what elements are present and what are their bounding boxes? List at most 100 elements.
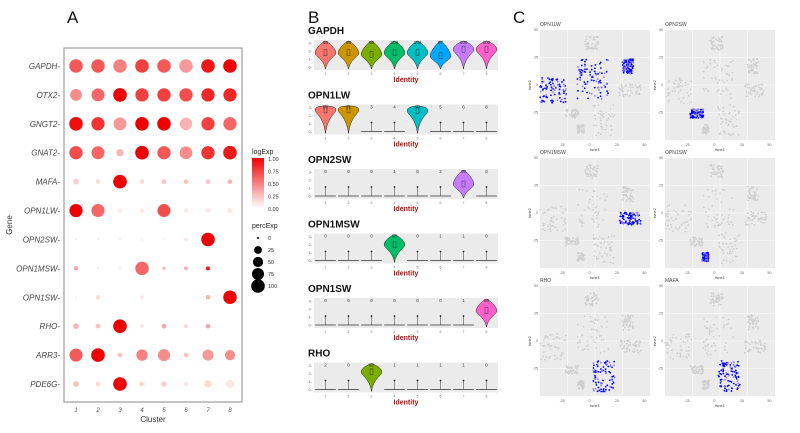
cell-point (685, 350, 688, 353)
cell-point (718, 79, 721, 82)
y-tick: 0 (536, 211, 538, 215)
cell-point (581, 69, 584, 72)
cell-point (717, 47, 720, 50)
cell-point (702, 77, 705, 79)
cell-point (757, 350, 760, 353)
cell-point (582, 325, 585, 328)
cell-point (580, 252, 582, 255)
cell-point (576, 125, 579, 128)
cell-point (676, 352, 679, 355)
cell-point (621, 88, 624, 90)
dot-PDE6G-3 (113, 377, 127, 391)
cell-point (604, 368, 607, 371)
cell-point (597, 370, 600, 373)
cell-point (715, 45, 718, 48)
cell-point (723, 235, 726, 237)
violin-box (346, 106, 351, 114)
cell-point (689, 211, 692, 213)
cell-point (577, 89, 579, 92)
cell-point (632, 197, 635, 200)
dot-GNAT2-5 (157, 146, 171, 160)
cell-point (573, 371, 576, 374)
cell-point (627, 328, 630, 331)
cell-point (754, 195, 757, 198)
cell-point (588, 208, 591, 210)
cell-point (557, 347, 560, 350)
cell-point (565, 239, 568, 242)
cell-point (748, 71, 751, 74)
cell-point (626, 61, 629, 64)
cell-point (732, 209, 734, 211)
pct-label: 98 (346, 40, 352, 45)
cell-point (666, 347, 669, 350)
cell-point (596, 319, 599, 321)
cell-point (541, 228, 544, 231)
cell-point (763, 345, 766, 348)
dot-GNAT2-7 (201, 146, 215, 160)
cell-point (587, 201, 590, 204)
cell-point (597, 381, 600, 384)
cell-point (730, 390, 733, 392)
cell-point (703, 258, 706, 261)
outlier-point (485, 186, 488, 188)
cell-point (730, 221, 733, 223)
cell-point (594, 250, 596, 252)
cell-point (619, 344, 622, 347)
cell-point (595, 36, 598, 38)
cell-point (610, 249, 613, 252)
cell-point (671, 90, 674, 93)
cell-point (749, 89, 752, 92)
cell-point (691, 368, 694, 371)
cell-point (573, 113, 575, 116)
dot-MAFA-6 (183, 179, 189, 184)
dot-RHO-4 (139, 324, 145, 329)
cell-point (639, 350, 642, 353)
cell-point (704, 345, 707, 348)
cell-point (580, 214, 583, 217)
cell-point (699, 241, 701, 243)
cell-point (600, 326, 603, 328)
cell-point (665, 212, 668, 215)
cell-point (620, 85, 623, 88)
cell-point (749, 323, 751, 325)
cell-point (672, 230, 674, 232)
cell-point (596, 390, 599, 393)
cell-point (733, 237, 736, 240)
dot-GNAT2-6 (179, 146, 193, 160)
cell-point (689, 88, 692, 91)
cell-point (727, 65, 729, 68)
cell-point (596, 164, 599, 167)
cell-point (703, 381, 706, 384)
violin-GAPDH-5 (406, 40, 429, 70)
cell-point (717, 175, 720, 178)
plot-frame (63, 47, 243, 403)
cell-point (717, 374, 720, 377)
cell-point (746, 86, 749, 89)
cell-point (710, 301, 713, 304)
cell-point (752, 326, 755, 329)
cell-point (589, 198, 592, 201)
cell-point (609, 248, 612, 251)
cell-point (626, 71, 629, 74)
cell-point (701, 238, 703, 241)
cell-point (629, 214, 632, 217)
cell-point (746, 199, 749, 202)
cell-point (636, 213, 639, 216)
cell-point (763, 216, 766, 219)
dot-ARR3-1 (69, 348, 83, 362)
cell-point (688, 94, 690, 97)
pct-label: 1 (439, 234, 442, 239)
cell-point (625, 186, 627, 188)
cell-point (710, 39, 713, 42)
cell-point (724, 375, 726, 377)
cell-point (670, 340, 673, 343)
cell-point (678, 226, 681, 229)
cell-point (597, 131, 600, 134)
cell-point (625, 319, 628, 322)
cell-point (717, 106, 720, 108)
cell-point (695, 367, 698, 369)
cell-point (577, 346, 580, 349)
cell-point (564, 371, 567, 374)
cell-point (543, 229, 546, 232)
cell-point (548, 82, 551, 85)
